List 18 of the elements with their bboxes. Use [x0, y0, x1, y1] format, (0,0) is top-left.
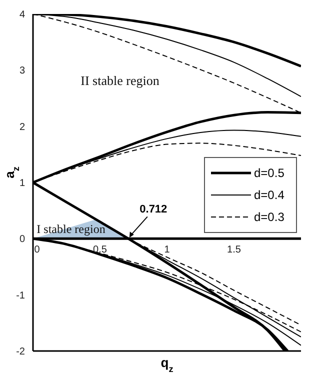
y-tick-label: 4 — [19, 10, 26, 21]
legend-label: d=0.3 — [254, 210, 284, 224]
x-tick-label: 1 — [164, 244, 170, 256]
x-tick-label: 0 — [34, 244, 40, 256]
annotation: I stable region — [36, 222, 106, 236]
annotation: II stable region — [80, 73, 160, 88]
x-axis-title: q$_{z}$ — [160, 355, 174, 374]
legend-label: d=0.5 — [254, 166, 284, 180]
y-tick-label: 1 — [19, 178, 26, 190]
y-tick-label: -2 — [16, 346, 26, 358]
y-tick-label: 2 — [19, 122, 26, 133]
x-tick-label: 1.5 — [227, 244, 242, 256]
y-tick-label: 0 — [19, 234, 26, 246]
y-tick-label: -1 — [16, 290, 26, 302]
y-tick-label: 3 — [19, 66, 26, 77]
annotation: 0.712 — [140, 204, 168, 216]
legend-label: d=0.4 — [254, 188, 284, 202]
x-tick-label: 0.5 — [93, 244, 108, 256]
